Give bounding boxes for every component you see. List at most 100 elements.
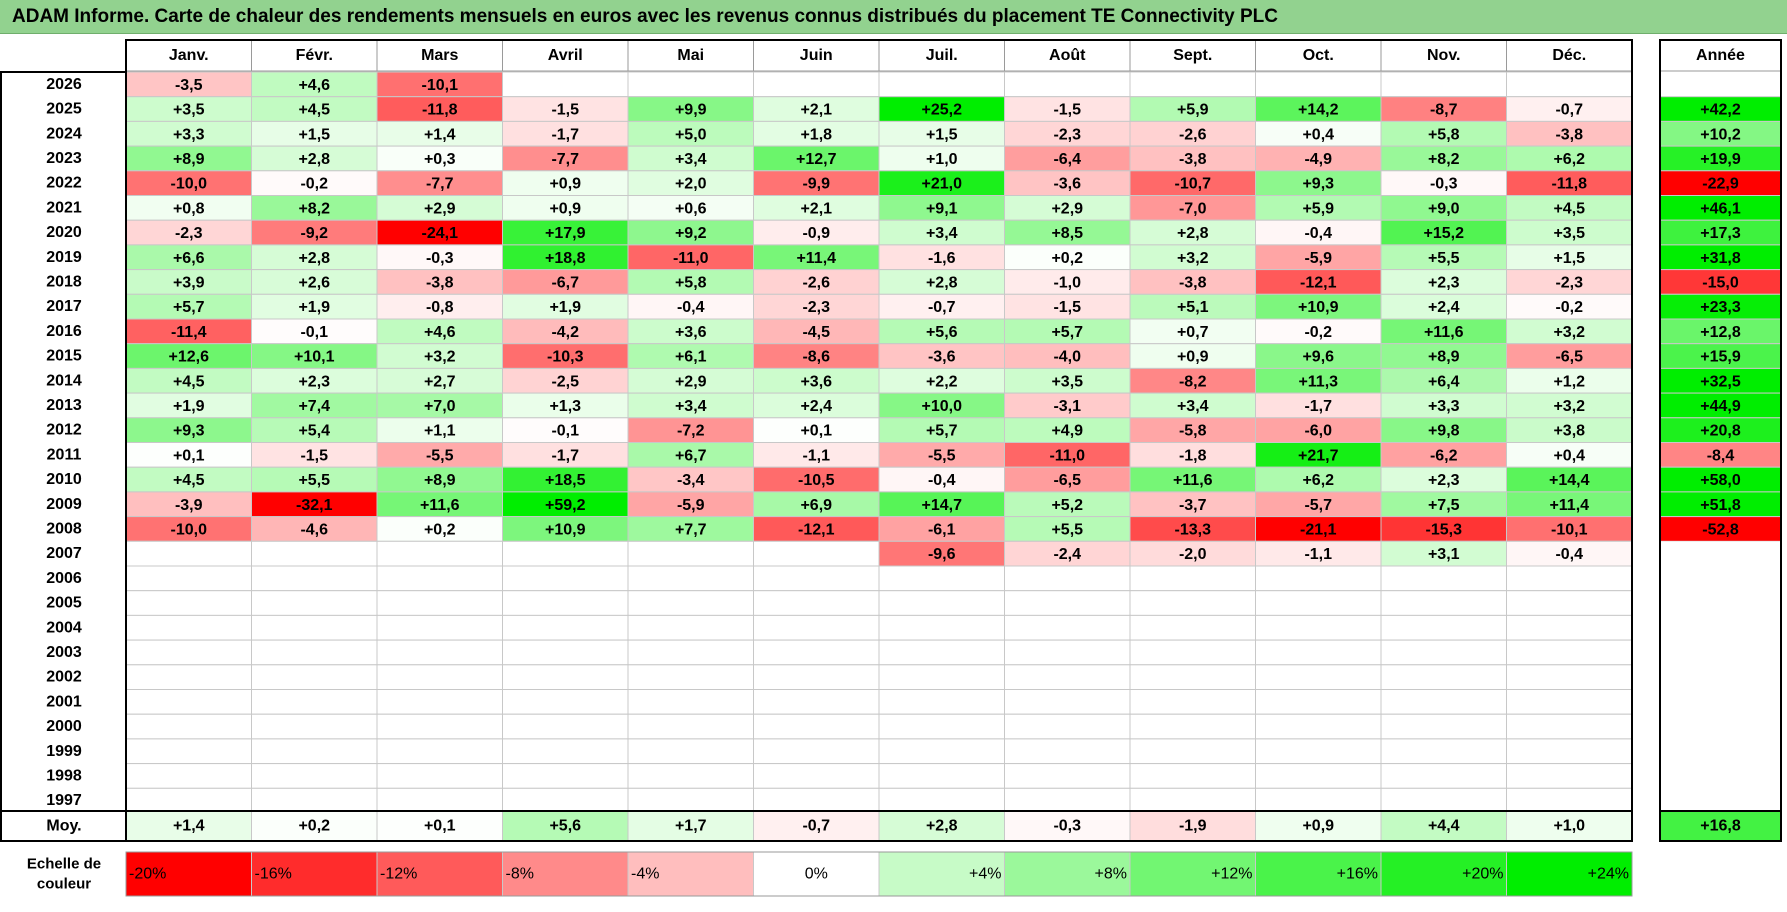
cell-value-label: -12,1 (1300, 274, 1337, 291)
cell-value-label: +2,3 (298, 373, 330, 390)
annual-value-label: +10,2 (1700, 126, 1741, 143)
cell-value-label: -3,8 (1555, 126, 1583, 143)
cell-value-label: -7,7 (426, 176, 454, 193)
annual-cell (1659, 244, 1782, 271)
cell-value-label: +3,2 (1553, 324, 1585, 341)
heatmap-cell (251, 738, 378, 765)
year-label: 2026 (46, 76, 82, 93)
cell-value-label: +11,6 (1173, 472, 1213, 489)
heatmap-cell (1506, 466, 1633, 493)
heatmap-cell (1129, 713, 1256, 740)
annual-value-label: +15,9 (1700, 349, 1741, 366)
cell-value-label: +21,0 (922, 176, 963, 193)
heatmap-cell (1004, 417, 1131, 443)
heatmap-cell (1255, 590, 1382, 616)
heatmap-cell (1380, 540, 1507, 567)
annual-value-label: +58,0 (1700, 472, 1741, 489)
heatmap-cell (1129, 96, 1256, 122)
heatmap-cell (1004, 170, 1131, 197)
cell-value-label: +11,4 (1549, 497, 1589, 514)
cell-value-label: -32,1 (296, 497, 333, 514)
heatmap-cell (878, 689, 1005, 715)
scale-swatch (251, 851, 378, 897)
cell-value-label: -10,7 (1175, 176, 1212, 193)
heatmap-cell (627, 145, 754, 172)
cell-value-label: +1,4 (424, 126, 456, 143)
year-label: 2003 (46, 644, 82, 661)
heatmap-cell (627, 195, 754, 221)
heatmap-cell (1255, 614, 1382, 641)
cell-value-label: +2,3 (1428, 472, 1460, 489)
cell-value-label: +0,9 (1177, 349, 1209, 366)
cell-value-label: +6,4 (1428, 373, 1460, 390)
heatmap-cell (1506, 590, 1633, 616)
average-value-label: -0,3 (1053, 818, 1081, 835)
scale-swatch (1506, 851, 1633, 897)
heatmap-cell (1380, 318, 1507, 345)
cell-value-label: +5,7 (1051, 324, 1083, 341)
cell-value-label: +0,9 (549, 176, 581, 193)
year-label: 2009 (46, 496, 82, 513)
heatmap-cell (502, 614, 629, 641)
heatmap-cell (502, 540, 629, 567)
heatmap-cell (502, 689, 629, 715)
heatmap-cell (376, 763, 503, 789)
heatmap-cell (125, 516, 252, 542)
heatmap-cell (753, 269, 880, 295)
heatmap-cell (878, 293, 1005, 320)
heatmap-cell (1129, 516, 1256, 542)
cell-value-label: -0,4 (928, 472, 956, 489)
cell-value-label: -0,8 (426, 299, 454, 316)
cell-value-label: -0,1 (300, 324, 328, 341)
heatmap-cell (1255, 491, 1382, 518)
cell-value-label: -2,4 (1053, 546, 1081, 563)
cell-value-label: +4,9 (1051, 423, 1083, 440)
cell-value-label: -4,9 (1304, 151, 1332, 168)
heatmap-cell (376, 590, 503, 616)
cell-value-label: +11,4 (796, 250, 836, 267)
average-value-label: -0,7 (802, 818, 830, 835)
heatmap-cell (502, 244, 629, 271)
heatmap-cell (1506, 639, 1633, 666)
cell-value-label: +5,9 (1177, 102, 1209, 119)
heatmap-cell (251, 664, 378, 690)
heatmap-cell (878, 664, 1005, 690)
cell-value-label: +5,6 (926, 324, 958, 341)
cell-value-label: -10,5 (798, 472, 835, 489)
cell-value-label: -3,6 (928, 349, 956, 366)
annual-cell (1659, 343, 1782, 369)
month-header-cell (125, 39, 252, 72)
heatmap-cell (1004, 565, 1131, 592)
heatmap-cell (1380, 293, 1507, 320)
heatmap-cell (1380, 689, 1507, 715)
cell-value-label: -1,1 (802, 447, 830, 464)
heatmap-cell (627, 96, 754, 122)
heatmap-cell (376, 219, 503, 246)
heatmap-cell (251, 639, 378, 666)
cell-value-label: -0,3 (1430, 176, 1458, 193)
heatmap-cell (878, 540, 1005, 567)
cell-value-label: +0,9 (549, 200, 581, 217)
annual-header-label: Année (1696, 47, 1745, 64)
month-header-label: Févr. (296, 47, 333, 64)
cell-value-label: +1,9 (173, 398, 205, 415)
cell-value-label: +2,1 (800, 102, 832, 119)
cell-value-label: -3,8 (1179, 274, 1207, 291)
heatmap-cell (125, 565, 252, 592)
heatmap-cell (1129, 71, 1256, 98)
heatmap-cell (753, 71, 880, 98)
scale-swatch-label: +24% (1588, 866, 1629, 883)
heatmap-cell (125, 540, 252, 567)
month-header-label: Mars (421, 47, 458, 64)
cell-value-label: +15,2 (1424, 225, 1465, 242)
cell-value-label: +10,9 (1298, 299, 1339, 316)
heatmap-cell (1004, 590, 1131, 616)
cell-value-label: +3,2 (424, 349, 456, 366)
cell-value-label: -3,5 (175, 77, 203, 94)
cell-value-label: -5,9 (677, 497, 705, 514)
cell-value-label: -5,5 (426, 447, 454, 464)
heatmap-cell (1506, 170, 1633, 197)
heatmap-cell (1255, 639, 1382, 666)
cell-value-label: +9,3 (1302, 176, 1334, 193)
heatmap-cell (627, 689, 754, 715)
